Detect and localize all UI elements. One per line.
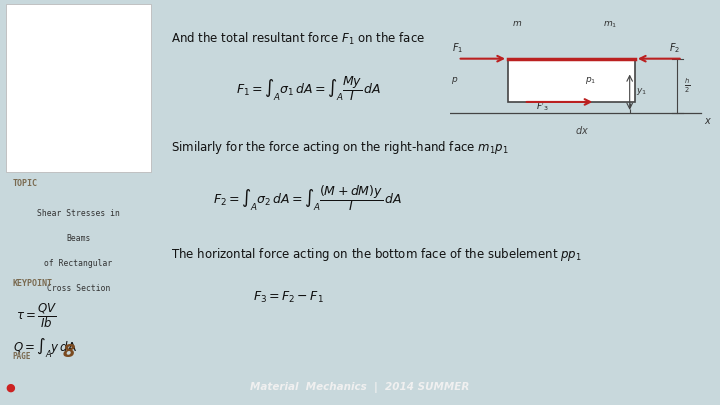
Text: Material  Mechanics  |  2014 SUMMER: Material Mechanics | 2014 SUMMER	[251, 382, 469, 393]
Text: PAGE: PAGE	[12, 352, 31, 360]
Text: $dx$: $dx$	[575, 124, 589, 136]
Text: ●: ●	[6, 382, 16, 392]
Bar	[6, 4, 150, 172]
Text: $x$: $x$	[703, 116, 712, 126]
Text: $F_1$: $F_1$	[452, 41, 464, 55]
Text: Shear Stresses in: Shear Stresses in	[37, 209, 120, 218]
Text: $Q = \int_{A} y\,d\mathrm{A}$: $Q = \int_{A} y\,d\mathrm{A}$	[12, 336, 76, 360]
Text: $\frac{h}{2}$: $\frac{h}{2}$	[684, 77, 690, 95]
Text: Similarly for the force acting on the right-hand face $m_1p_1$: Similarly for the force acting on the ri…	[171, 139, 508, 156]
Text: 8: 8	[63, 343, 76, 361]
Text: $F_2 = \int_A \sigma_2\,dA = \int_A \dfrac{(M+dM)y}{I}\,dA$: $F_2 = \int_A \sigma_2\,dA = \int_A \dfr…	[213, 183, 402, 213]
Text: $m_1$: $m_1$	[603, 19, 618, 30]
Text: $F_3 = F_2 - F_1$: $F_3 = F_2 - F_1$	[253, 290, 323, 305]
Text: of Rectangular: of Rectangular	[45, 259, 112, 268]
Text: $F'_3$: $F'_3$	[536, 100, 549, 113]
Text: $y_1$: $y_1$	[636, 86, 647, 97]
Text: $\tau = \dfrac{QV}{Ib}$: $\tau = \dfrac{QV}{Ib}$	[16, 301, 57, 330]
Text: Beams: Beams	[66, 234, 91, 243]
Text: The horizontal force acting on the bottom face of the subelement $pp_1$: The horizontal force acting on the botto…	[171, 245, 582, 262]
Bar	[508, 59, 635, 102]
Text: $p$: $p$	[451, 75, 459, 87]
Text: $p_1$: $p_1$	[585, 75, 596, 87]
Text: KEYPOINT: KEYPOINT	[12, 279, 53, 288]
Text: TOPIC: TOPIC	[12, 179, 37, 188]
Text: Cross Section: Cross Section	[47, 284, 110, 293]
Text: $m$: $m$	[512, 19, 522, 28]
Text: $F_2$: $F_2$	[670, 41, 680, 55]
Text: And the total resultant force $F_1$ on the face: And the total resultant force $F_1$ on t…	[171, 32, 426, 47]
Text: $F_1 = \int_A \sigma_1\,dA = \int_A \dfrac{My}{I}\,dA$: $F_1 = \int_A \sigma_1\,dA = \int_A \dfr…	[235, 74, 381, 103]
